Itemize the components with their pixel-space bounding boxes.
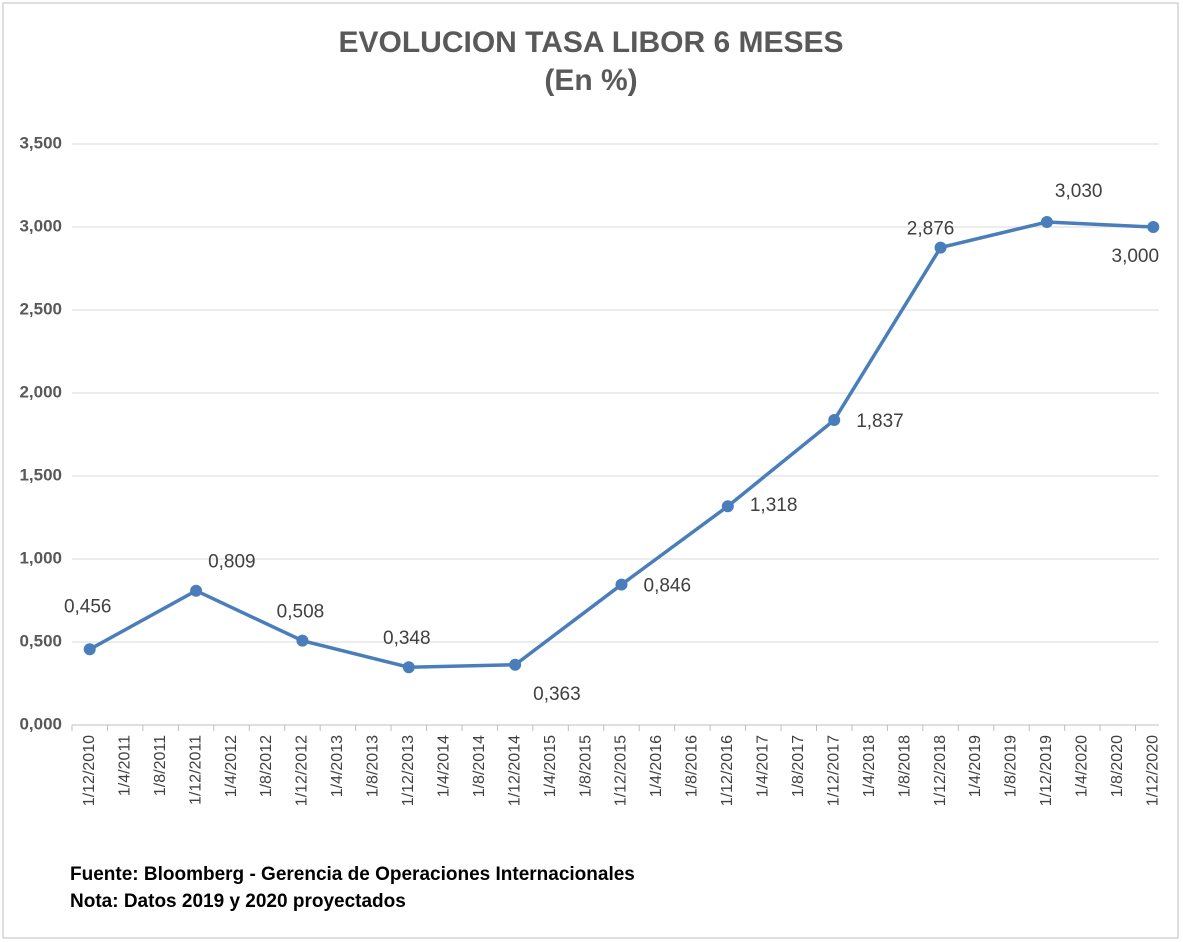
x-tick-label: 1/8/2016 — [684, 735, 701, 797]
x-tick-label: 1/12/2016 — [719, 735, 736, 806]
data-label: 0,846 — [644, 576, 692, 597]
x-tick-label: 1/4/2017 — [755, 735, 772, 797]
x-tick-label: 1/4/2012 — [223, 735, 240, 797]
x-tick-label: 1/8/2011 — [152, 735, 169, 796]
point — [721, 500, 734, 513]
point — [402, 661, 415, 674]
x-tick-label: 1/12/2010 — [81, 735, 98, 806]
x-tick-label: 1/4/2015 — [542, 735, 559, 797]
y-tick-label: 2,000 — [19, 382, 62, 401]
point — [934, 241, 947, 254]
point — [190, 584, 203, 597]
x-tick-label: 1/8/2019 — [1003, 735, 1020, 797]
data-label: 2,876 — [907, 219, 955, 240]
y-tick-label: 3,500 — [19, 133, 62, 152]
x-tick-label: 1/4/2011 — [116, 735, 133, 796]
point — [828, 414, 841, 427]
footnote: Fuente: Bloomberg - Gerencia de Operacio… — [70, 864, 635, 885]
data-label: 0,363 — [533, 684, 581, 705]
y-tick-label: 0,500 — [19, 631, 62, 650]
data-label: 0,809 — [208, 552, 256, 573]
x-tick-label: 1/4/2018 — [861, 735, 878, 797]
data-label: 1,318 — [750, 495, 798, 516]
point — [296, 634, 309, 647]
x-tick-label: 1/12/2015 — [613, 735, 630, 806]
x-tick-label: 1/4/2014 — [435, 735, 452, 797]
x-tick-label: 1/8/2018 — [896, 735, 913, 797]
x-tick-label: 1/8/2020 — [1109, 735, 1126, 797]
data-label: 1,837 — [856, 411, 904, 432]
point — [1040, 216, 1053, 229]
chart-subtitle: (En %) — [544, 64, 637, 97]
x-tick-label: 1/4/2016 — [648, 735, 665, 797]
x-tick-label: 1/8/2015 — [577, 735, 594, 797]
x-tick-label: 1/8/2012 — [258, 735, 275, 797]
point — [615, 578, 628, 591]
x-tick-label: 1/8/2014 — [471, 735, 488, 797]
x-tick-label: 1/4/2020 — [1074, 735, 1091, 797]
x-tick-label: 1/12/2013 — [400, 735, 417, 806]
y-tick-label: 3,000 — [19, 216, 62, 235]
x-tick-label: 1/12/2018 — [932, 735, 949, 806]
y-tick-label: 2,500 — [19, 299, 62, 318]
data-label: 0,456 — [64, 596, 112, 617]
x-tick-label: 1/12/2020 — [1144, 735, 1161, 806]
y-tick-label: 1,500 — [19, 465, 62, 484]
point — [83, 643, 96, 656]
data-label: 3,000 — [1112, 246, 1160, 267]
x-tick-label: 1/12/2014 — [506, 735, 523, 806]
y-tick-label: 1,000 — [19, 548, 62, 567]
x-tick-label: 1/12/2011 — [187, 735, 204, 805]
x-tick-label: 1/8/2013 — [365, 735, 382, 797]
chart-title: EVOLUCION TASA LIBOR 6 MESES — [338, 26, 843, 59]
data-label: 3,030 — [1055, 181, 1103, 202]
data-label: 0,348 — [383, 628, 431, 649]
footnote: Nota: Datos 2019 y 2020 proyectados — [70, 891, 406, 912]
x-tick-label: 1/12/2012 — [294, 735, 311, 806]
y-tick-label: 0,000 — [19, 714, 62, 733]
x-tick-label: 1/4/2019 — [967, 735, 984, 797]
x-tick-label: 1/12/2019 — [1038, 735, 1055, 806]
x-tick-label: 1/12/2017 — [825, 735, 842, 806]
point — [509, 658, 522, 671]
x-tick-label: 1/8/2017 — [790, 735, 807, 797]
point — [1147, 221, 1160, 233]
x-tick-label: 1/4/2013 — [329, 735, 346, 797]
data-label: 0,508 — [277, 602, 325, 623]
